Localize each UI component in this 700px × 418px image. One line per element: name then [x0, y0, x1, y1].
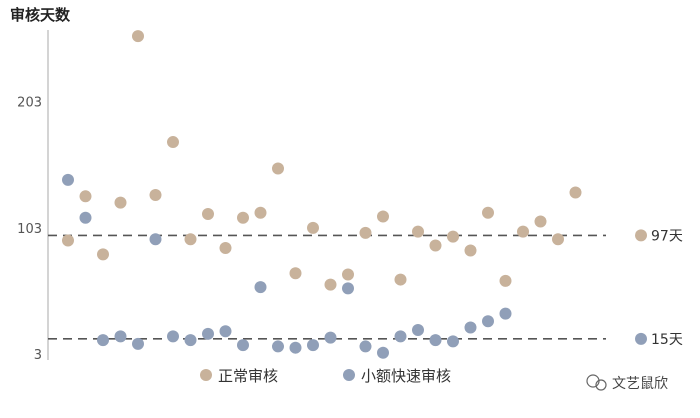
data-point [149, 233, 162, 246]
data-point [569, 186, 582, 199]
data-point [464, 244, 477, 257]
watermark: 文艺鼠欣 [586, 374, 668, 392]
legend-label: 正常审核 [218, 367, 278, 385]
data-point [499, 274, 512, 287]
data-point [307, 339, 319, 352]
legend: 正常审核 小额快速审核 [200, 367, 451, 385]
data-point [342, 268, 354, 281]
data-point [219, 242, 232, 255]
data-point [202, 207, 214, 220]
data-point [114, 330, 127, 343]
data-point [482, 206, 494, 219]
data-point [412, 324, 424, 337]
data-point [97, 248, 109, 261]
data-point [184, 334, 197, 347]
legend-marker [343, 369, 355, 381]
data-point [447, 230, 459, 243]
reference-line-marker [635, 332, 647, 345]
data-point [412, 225, 424, 238]
data-point [167, 136, 179, 149]
reference-line-marker [635, 229, 647, 242]
data-point [79, 211, 92, 224]
data-point [132, 337, 144, 350]
y-tick-label: 203 [17, 96, 42, 111]
watermark-icon-second [595, 379, 607, 391]
data-point [534, 215, 547, 228]
data-point [79, 190, 92, 203]
data-point [342, 282, 354, 295]
data-point [202, 327, 214, 340]
y-axis-label: 审核天数 [10, 6, 71, 24]
data-point [254, 206, 267, 219]
data-point [237, 339, 249, 352]
data-point [272, 162, 284, 175]
data-point [237, 211, 249, 224]
data-point [464, 321, 477, 334]
y-tick-labels: 3 103 203 [17, 96, 42, 363]
data-point [184, 233, 197, 246]
reference-lines: 97天 15天 [48, 228, 683, 348]
data-point [167, 330, 179, 343]
data-point [394, 330, 407, 343]
data-point [97, 334, 109, 347]
data-point [289, 341, 302, 354]
data-point [324, 331, 337, 344]
data-point [254, 281, 267, 294]
data-point [62, 234, 74, 247]
data-point [517, 225, 529, 238]
data-point [394, 273, 407, 286]
data-point [447, 335, 459, 348]
data-point [377, 346, 389, 359]
data-point [482, 315, 494, 328]
data-point [359, 340, 372, 353]
data-point [429, 239, 442, 252]
y-tick-label: 3 [34, 348, 42, 363]
data-point [359, 226, 372, 239]
watermark-text: 文艺鼠欣 [612, 376, 668, 392]
data-point [324, 278, 337, 291]
data-points [62, 30, 582, 359]
data-point [307, 221, 319, 234]
data-point [132, 30, 144, 43]
data-point [377, 210, 389, 223]
data-point [499, 307, 512, 320]
y-tick-label: 103 [17, 222, 42, 237]
reference-line-label: 15天 [651, 332, 683, 348]
data-point [272, 340, 284, 353]
legend-label: 小额快速审核 [361, 367, 451, 385]
data-point [552, 233, 564, 246]
data-point [62, 173, 74, 186]
data-point [114, 196, 127, 209]
data-point [429, 334, 442, 347]
data-point [149, 189, 162, 202]
legend-marker [200, 369, 212, 381]
data-point [219, 325, 232, 338]
data-point [289, 267, 302, 280]
reference-line-label: 97天 [651, 228, 683, 244]
